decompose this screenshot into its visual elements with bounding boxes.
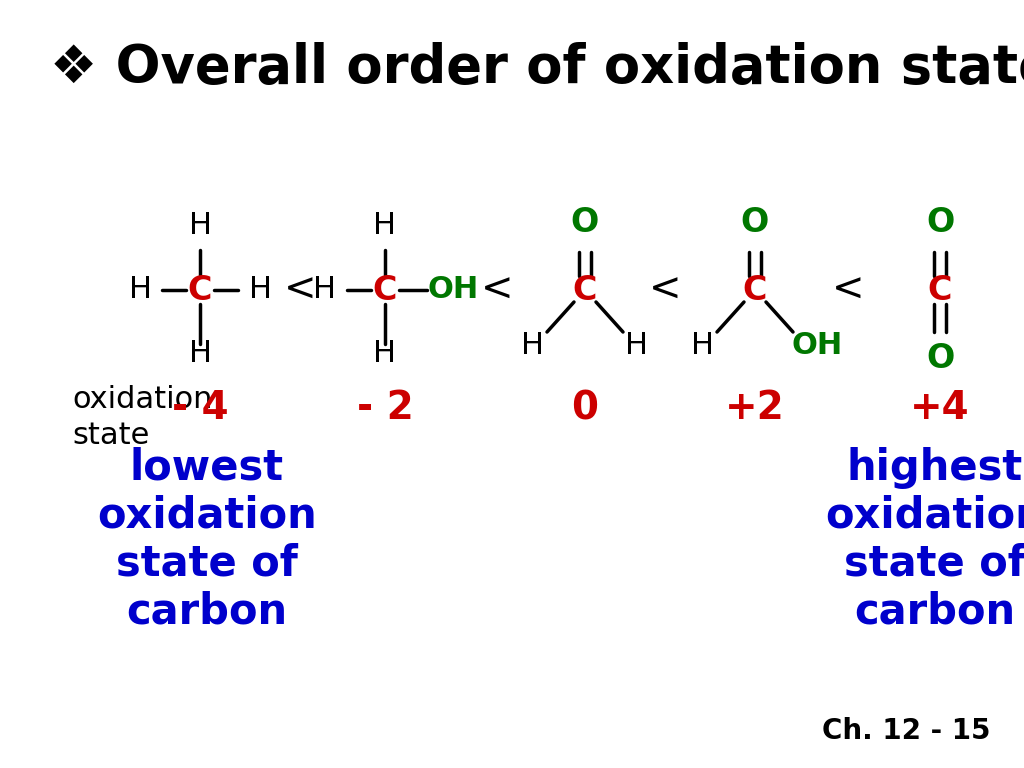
Text: oxidation: oxidation	[72, 386, 213, 415]
Text: 0: 0	[571, 389, 598, 427]
Text: H: H	[188, 339, 212, 369]
Text: oxidation: oxidation	[97, 495, 316, 537]
Text: - 4: - 4	[172, 389, 228, 427]
Text: H: H	[188, 211, 212, 240]
Text: +4: +4	[910, 389, 970, 427]
Text: +2: +2	[725, 389, 784, 427]
Text: carbon: carbon	[126, 591, 288, 633]
Text: H: H	[521, 330, 545, 359]
Text: H: H	[249, 276, 271, 304]
Text: lowest: lowest	[130, 447, 284, 489]
Text: <: <	[284, 271, 316, 309]
Text: <: <	[649, 271, 681, 309]
Text: <: <	[480, 271, 513, 309]
Text: - 2: - 2	[356, 389, 414, 427]
Text: H: H	[374, 211, 396, 240]
Text: OH: OH	[792, 330, 843, 359]
Text: oxidation: oxidation	[825, 495, 1024, 537]
Text: C: C	[187, 273, 212, 306]
Text: state of: state of	[844, 543, 1024, 585]
Text: O: O	[570, 206, 599, 239]
Text: C: C	[373, 273, 397, 306]
Text: C: C	[572, 273, 597, 306]
Text: Ch. 12 - 15: Ch. 12 - 15	[821, 717, 990, 745]
Text: O: O	[741, 206, 769, 239]
Text: ❖ Overall order of oxidation states of C: ❖ Overall order of oxidation states of C	[50, 42, 1024, 94]
Text: H: H	[374, 339, 396, 369]
Text: highest: highest	[847, 447, 1023, 489]
Text: H: H	[626, 330, 648, 359]
Text: H: H	[691, 330, 715, 359]
Text: state of: state of	[116, 543, 298, 585]
Text: O: O	[926, 342, 954, 375]
Text: H: H	[313, 276, 337, 304]
Text: OH: OH	[427, 276, 478, 304]
Text: <: <	[831, 271, 864, 309]
Text: C: C	[928, 273, 952, 306]
Text: C: C	[742, 273, 767, 306]
Text: carbon: carbon	[854, 591, 1016, 633]
Text: O: O	[926, 206, 954, 239]
Text: H: H	[128, 276, 152, 304]
Text: state: state	[72, 421, 150, 449]
